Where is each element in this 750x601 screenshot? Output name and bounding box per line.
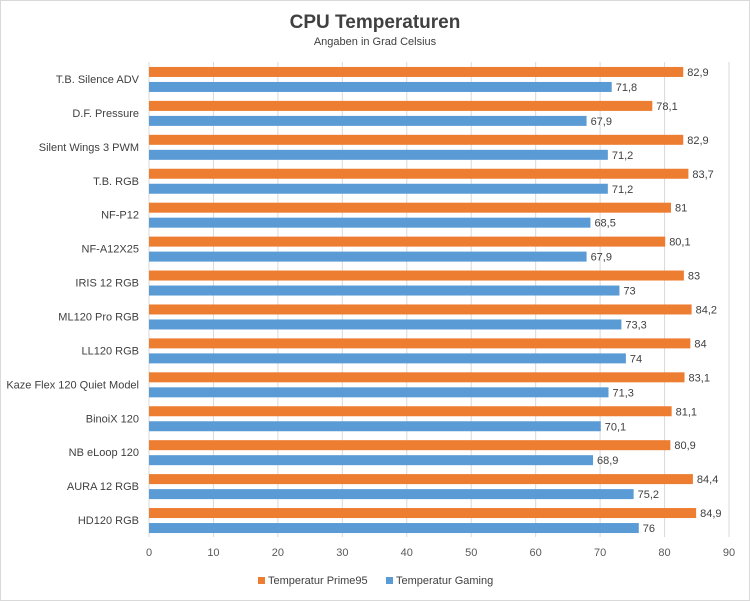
bar-prime95 <box>149 440 671 451</box>
data-label-prime95: 78,1 <box>656 101 677 113</box>
bar-gaming <box>149 217 591 228</box>
bar-gaming <box>149 115 587 126</box>
bar-prime95 <box>149 66 684 77</box>
category-label: Kaze Flex 120 Quiet Model <box>6 379 139 391</box>
bar-gaming <box>149 387 609 398</box>
bar-prime95 <box>149 304 692 315</box>
bar-prime95 <box>149 508 697 519</box>
x-tick-label: 20 <box>272 547 284 559</box>
category-label: HD120 RGB <box>78 515 139 527</box>
x-tick-label: 70 <box>594 547 606 559</box>
category-label: BinoiX 120 <box>86 413 139 425</box>
bar-gaming <box>149 489 634 500</box>
data-label-prime95: 81 <box>675 203 687 215</box>
data-label-gaming: 67,9 <box>591 116 612 128</box>
category-label: T.B. Silence ADV <box>56 74 140 86</box>
data-label-prime95: 84,2 <box>696 304 717 316</box>
category-label: NB eLoop 120 <box>69 447 139 459</box>
bar-gaming <box>149 455 594 466</box>
data-label-gaming: 73,3 <box>625 319 646 331</box>
data-label-prime95: 81,1 <box>676 406 697 418</box>
x-tick-label: 40 <box>401 547 413 559</box>
legend: Temperatur Prime95 Temperatur Gaming <box>258 575 493 587</box>
x-tick-label: 0 <box>146 547 152 559</box>
data-labels: 82,9 71,8 78,1 67,9 82,9 71,2 83,7 71,2 81 68,5 80… <box>591 67 722 535</box>
bar-prime95 <box>149 474 693 485</box>
x-tick-label: 30 <box>336 547 348 559</box>
data-label-gaming: 71,3 <box>612 387 633 399</box>
data-label-prime95: 80,9 <box>674 440 695 452</box>
category-label: Silent Wings 3 PWM <box>39 142 139 154</box>
data-label-gaming: 74 <box>630 353 642 365</box>
bar-prime95 <box>149 372 685 383</box>
bar-gaming <box>149 251 587 262</box>
data-label-gaming: 67,9 <box>591 252 612 264</box>
bar-gaming <box>149 523 639 534</box>
bar-gaming <box>149 183 608 194</box>
category-label: NF-A12X25 <box>82 244 139 256</box>
category-label: ML120 Pro RGB <box>58 311 139 323</box>
category-label: D.F. Pressure <box>72 108 139 120</box>
data-label-prime95: 80,1 <box>669 237 690 249</box>
category-label: IRIS 12 RGB <box>75 278 139 290</box>
x-tick-label: 50 <box>465 547 477 559</box>
bar-prime95 <box>149 168 689 179</box>
bar-prime95 <box>149 270 684 281</box>
data-label-prime95: 82,9 <box>687 67 708 79</box>
legend-swatch-gaming <box>386 577 393 584</box>
data-label-prime95: 83,7 <box>692 169 713 181</box>
category-label: AURA 12 RGB <box>67 481 139 493</box>
bar-prime95 <box>149 202 671 213</box>
bar-prime95 <box>149 236 666 247</box>
bar-gaming <box>149 285 620 296</box>
x-tick-label: 80 <box>658 547 670 559</box>
data-label-prime95: 84,9 <box>700 508 721 520</box>
data-label-prime95: 84,4 <box>697 474 718 486</box>
data-label-gaming: 68,5 <box>594 218 615 230</box>
bar-prime95 <box>149 338 691 349</box>
legend-label-gaming: Temperatur Gaming <box>396 575 493 587</box>
category-label: NF-P12 <box>101 210 139 222</box>
data-label-gaming: 68,9 <box>597 455 618 467</box>
category-label: LL120 RGB <box>82 345 139 357</box>
data-label-gaming: 71,8 <box>616 82 637 94</box>
bar-gaming <box>149 149 608 160</box>
data-label-gaming: 70,1 <box>605 421 626 433</box>
legend-swatch-prime95 <box>258 577 265 584</box>
data-label-prime95: 83 <box>688 271 700 283</box>
chart-subtitle: Angaben in Grad Celsius <box>314 36 437 48</box>
x-tick-label: 10 <box>207 547 219 559</box>
bar-gaming <box>149 319 622 330</box>
x-axis-tick-labels: 0 10 20 30 40 50 60 70 80 90 <box>146 547 735 559</box>
data-label-prime95: 84 <box>694 338 706 350</box>
bars <box>149 66 697 534</box>
data-label-gaming: 73 <box>623 286 635 298</box>
bar-prime95 <box>149 100 653 111</box>
chart-title: CPU Temperaturen <box>290 12 461 33</box>
bar-prime95 <box>149 134 684 145</box>
x-tick-label: 60 <box>530 547 542 559</box>
bar-gaming <box>149 353 626 364</box>
x-tick-label: 90 <box>723 547 735 559</box>
legend-label-prime95: Temperatur Prime95 <box>268 575 368 587</box>
data-label-gaming: 71,2 <box>612 150 633 162</box>
data-label-gaming: 76 <box>643 523 655 535</box>
category-labels: T.B. Silence ADV D.F. Pressure Silent Wing… <box>6 74 139 527</box>
bar-prime95 <box>149 406 672 417</box>
data-label-prime95: 82,9 <box>687 135 708 147</box>
data-label-gaming: 71,2 <box>612 184 633 196</box>
bar-gaming <box>149 421 601 432</box>
category-label: T.B. RGB <box>93 176 139 188</box>
data-label-prime95: 83,1 <box>689 372 710 384</box>
data-label-gaming: 75,2 <box>638 489 659 501</box>
bar-gaming <box>149 81 612 92</box>
